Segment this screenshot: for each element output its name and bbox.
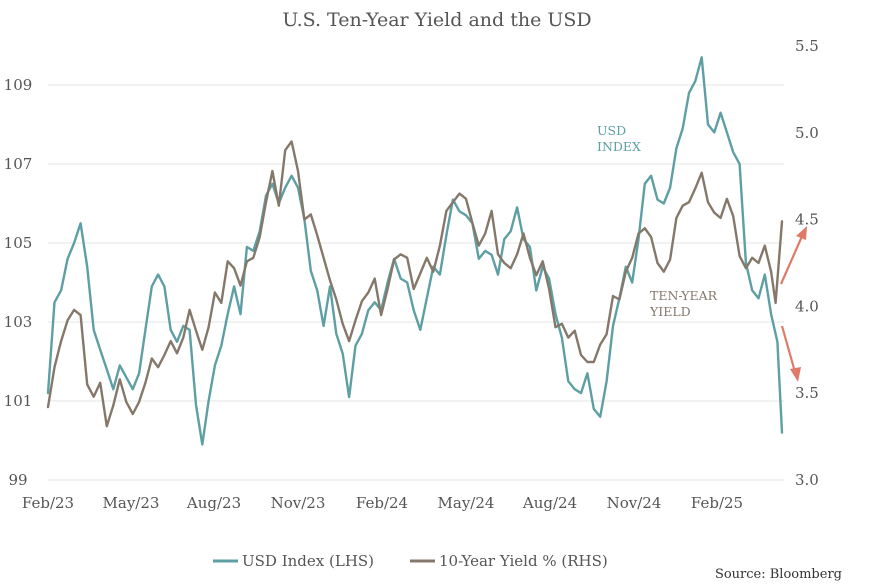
trend-arrows — [779, 226, 807, 382]
right-tick-label: 5.5 — [795, 37, 819, 55]
legend-item-yield: 10-Year Yield % (RHS) — [410, 552, 608, 570]
left-tick-label: 109 — [4, 76, 33, 94]
usd-annotation-line1: USD — [597, 123, 626, 138]
x-tick-label: May/24 — [438, 494, 495, 512]
left-tick-label: 103 — [4, 313, 33, 331]
left-tick-label: 101 — [4, 392, 33, 410]
x-axis: Feb/23 May/23 Aug/23 Nov/23 Feb/24 May/24 Aug/… — [22, 494, 743, 512]
x-tick-label: Feb/24 — [356, 494, 408, 512]
left-tick-label: 99 — [8, 471, 27, 489]
source-note: Source: Bloomberg — [715, 567, 842, 582]
x-tick-label: Aug/24 — [522, 494, 577, 512]
up-arrow-shaft — [779, 233, 805, 285]
series-lines — [46, 56, 784, 446]
left-tick-label: 105 — [4, 234, 33, 252]
ten-year-yield-line — [46, 140, 784, 428]
right-tick-label: 4.0 — [795, 297, 819, 315]
x-tick-label: Nov/23 — [271, 494, 326, 512]
right-tick-label: 5.0 — [795, 124, 819, 142]
down-arrow-head — [790, 367, 801, 382]
yield-annotation: TEN-YEAR YIELD — [649, 288, 718, 319]
x-tick-label: Feb/25 — [691, 494, 743, 512]
right-tick-label: 3.0 — [795, 471, 819, 489]
yield-annotation-line1: TEN-YEAR — [650, 288, 718, 303]
usd-annotation-line2: INDEX — [597, 139, 641, 154]
legend-label-yield: 10-Year Yield % (RHS) — [439, 552, 608, 570]
usd-index-line — [46, 56, 784, 446]
left-tick-label: 107 — [4, 155, 33, 173]
legend-label-usd: USD Index (LHS) — [242, 552, 374, 570]
x-tick-label: Nov/24 — [607, 494, 662, 512]
down-arrow-shaft — [780, 325, 797, 373]
legend: USD Index (LHS) 10-Year Yield % (RHS) — [213, 552, 608, 570]
usd-index-annotation: USD INDEX — [597, 123, 641, 154]
x-tick-label: Feb/23 — [22, 494, 74, 512]
left-axis: 99 101 103 105 107 109 — [4, 76, 33, 489]
chart-title: U.S. Ten-Year Yield and the USD — [282, 9, 591, 31]
up-arrow-head — [796, 226, 807, 240]
right-tick-label: 3.5 — [795, 384, 819, 402]
yield-annotation-line2: YIELD — [649, 304, 691, 319]
x-tick-label: Aug/23 — [186, 494, 241, 512]
right-tick-label: 4.5 — [795, 211, 819, 229]
x-tick-label: May/23 — [103, 494, 160, 512]
legend-item-usd: USD Index (LHS) — [213, 552, 374, 570]
right-axis: 3.0 3.5 4.0 4.5 5.0 5.5 — [795, 37, 819, 489]
